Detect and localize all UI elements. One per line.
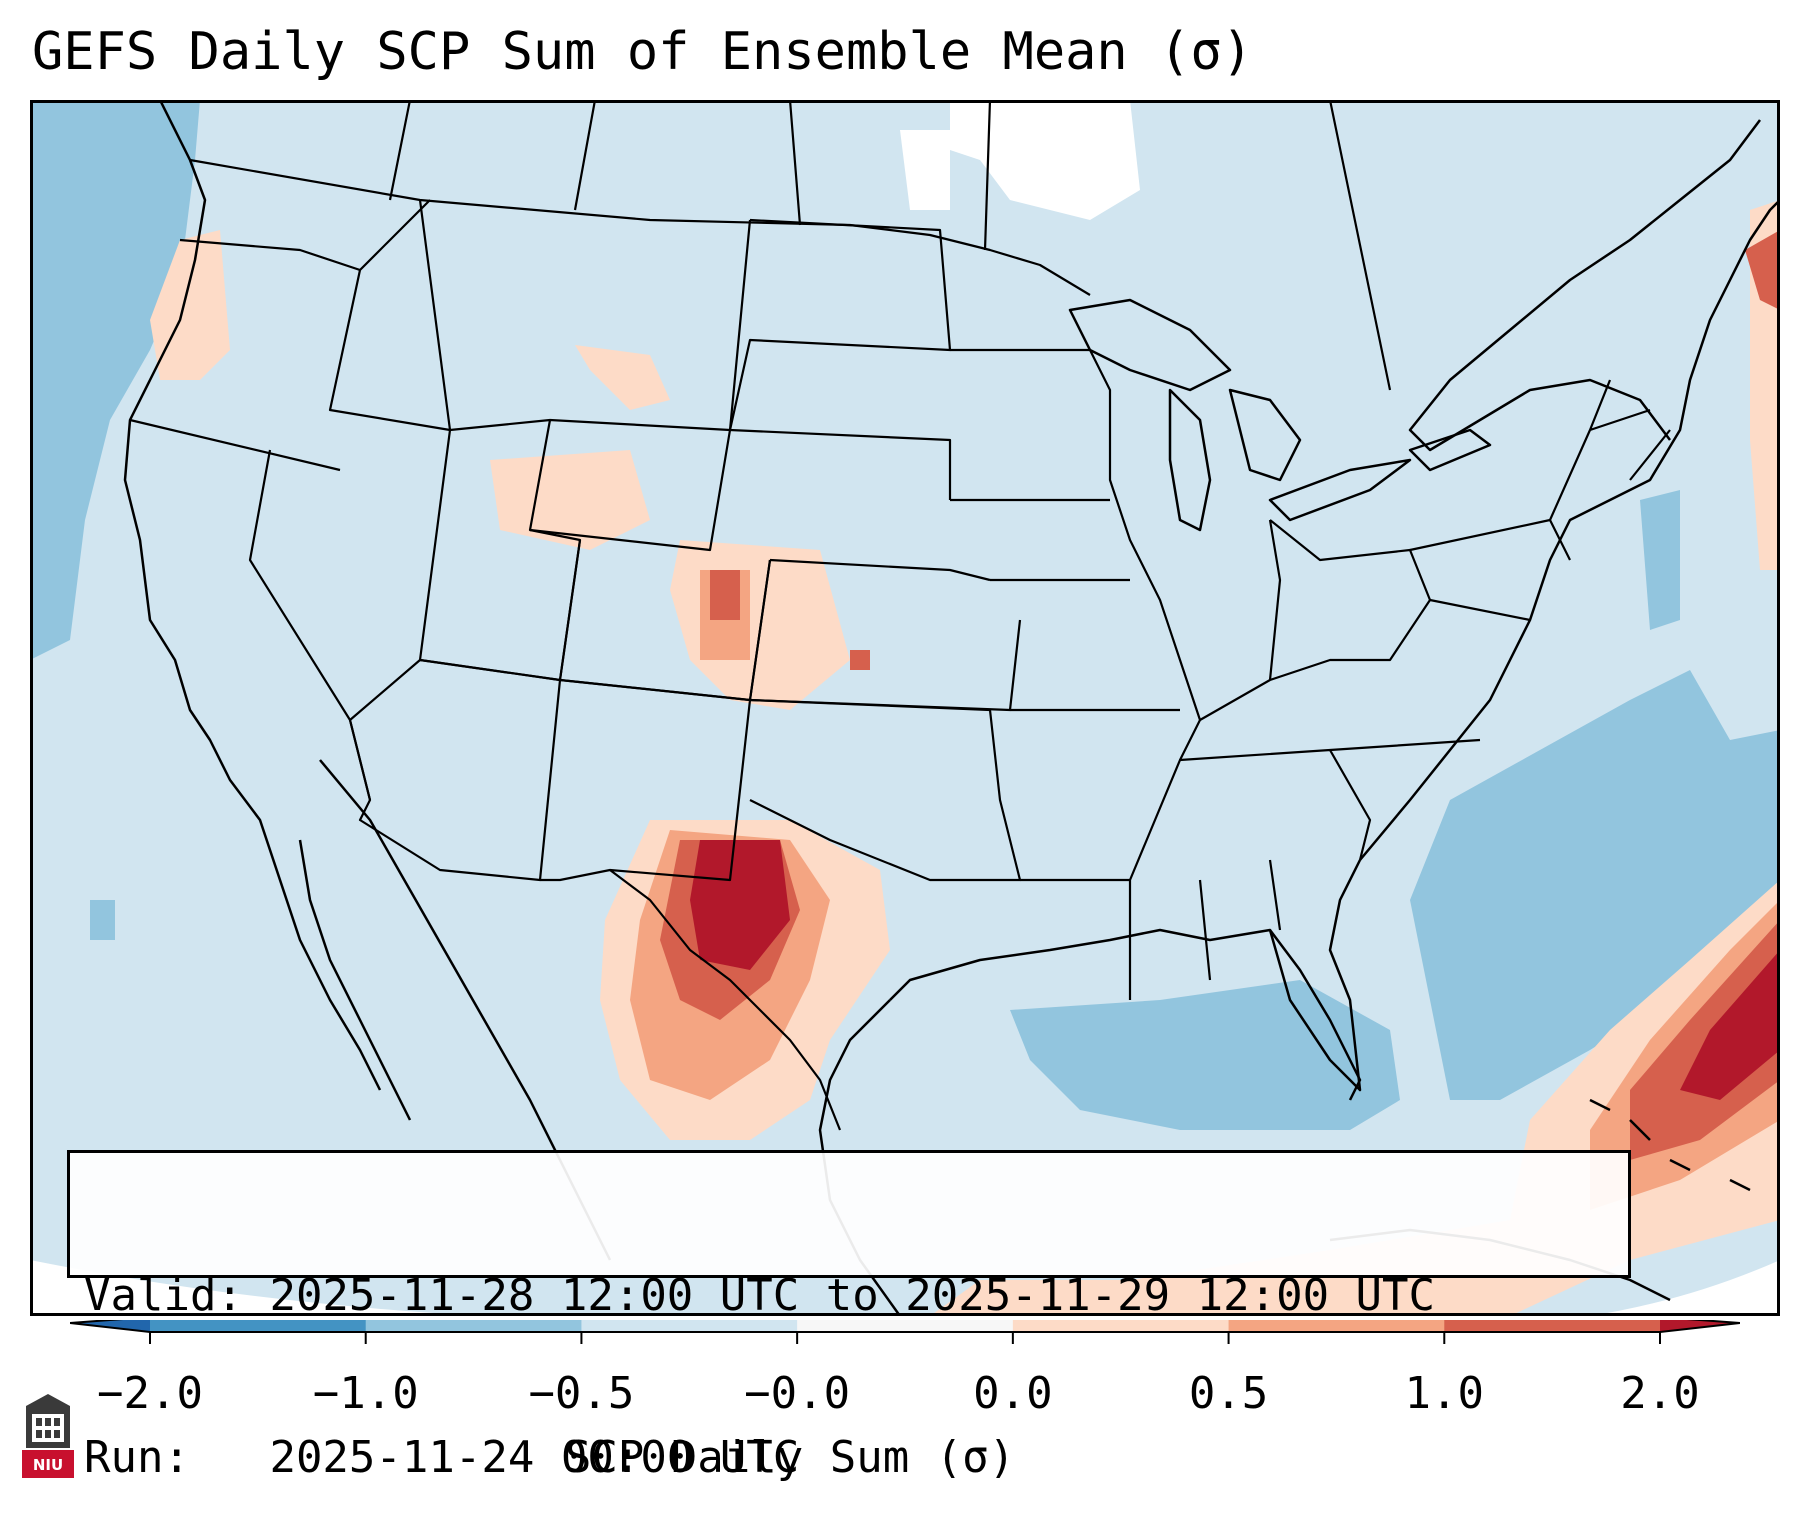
nm-border [540, 678, 752, 882]
run-value: 2025-11-24 00:00 UTC [269, 1432, 800, 1483]
northeast-borders [1409, 379, 1671, 622]
pacific-negative-region [30, 100, 200, 660]
atlantic-positive-core [1680, 950, 1780, 1100]
colorbar-segment [1228, 1320, 1445, 1332]
state-borders [129, 100, 1671, 1131]
texas-positive-core [690, 840, 790, 970]
az-border [348, 658, 562, 882]
field-background [30, 100, 1780, 1316]
great-lakes-huron [1228, 388, 1302, 482]
great-lakes-ontario [1408, 428, 1492, 472]
midwest-borders [950, 348, 1202, 761]
coastlines [123, 100, 1780, 1316]
niu-logo-text: NIU [33, 1456, 63, 1474]
valid-value: 2025-11-28 12:00 UTC to 2025-11-29 12:00… [269, 1270, 1436, 1321]
colorbar-segment [365, 1320, 582, 1332]
run-label: Run: [84, 1432, 190, 1483]
domain-edge [30, 1260, 905, 1316]
valid-label: Valid: [84, 1270, 243, 1321]
florida-coast [1268, 859, 1362, 1092]
colorado-core-positive [710, 570, 740, 620]
maine-positive [1745, 230, 1780, 310]
colorbar-segment [1444, 1320, 1661, 1332]
colorbar-tick-label: −2.0 [97, 1368, 203, 1419]
colorbar-outline [70, 1320, 1740, 1333]
colorbar-segment [150, 1320, 367, 1332]
colorbar-title: SCP Daily Sum (σ) [564, 1432, 1016, 1483]
colorbar-tick-label: −1.0 [312, 1368, 419, 1419]
map-title: GEFS Daily SCP Sum of Ensemble Mean (σ) [32, 22, 1253, 82]
kansas-speck [850, 650, 870, 670]
great-lakes-erie [1268, 458, 1412, 522]
colorbar-tick-label: 2.0 [1620, 1368, 1700, 1419]
map-canvas [30, 100, 1780, 1316]
niu-logo: NIU [22, 1394, 74, 1478]
great-lakes-superior [1068, 298, 1232, 392]
canada-white-patch-2 [900, 130, 950, 210]
id-border [328, 199, 451, 432]
colorbar-tick-label: 0.5 [1188, 1368, 1269, 1419]
us-canada-border [189, 158, 1091, 296]
montana-positive [575, 345, 670, 410]
domain-edge-right [1590, 1260, 1780, 1316]
bahamas [1589, 1098, 1751, 1192]
baja-peninsula [298, 839, 412, 1121]
dakotas-border [728, 218, 952, 500]
colorbar-tick-label: −0.5 [528, 1368, 635, 1419]
colorbar-tick-label: 0.0 [973, 1368, 1053, 1419]
ohio-valley [1199, 519, 1432, 721]
colorbar-tick-label: −0.0 [744, 1368, 851, 1419]
colorbar-segment [581, 1320, 798, 1332]
gulf-coast [889, 928, 1362, 1101]
west-coast [123, 100, 382, 1091]
east-coast [1359, 199, 1780, 861]
tx-mexico-border [609, 869, 842, 1131]
map-border [30, 100, 1780, 1316]
canada-white-patch [950, 100, 1140, 220]
pacific-spot [90, 900, 115, 940]
canada-provinces [388, 100, 1392, 391]
colorbar-segment [1012, 1320, 1230, 1332]
run-row: Run: 2025-11-24 00:00 UTC [84, 1431, 1614, 1485]
atlantic-negative-strip [1640, 490, 1680, 630]
map-panel [30, 100, 1780, 1316]
wa-or-border [179, 238, 361, 272]
atlantic-negative-region [1410, 670, 1780, 1100]
southeast-borders [1020, 738, 1481, 1000]
great-lakes-michigan [1168, 388, 1212, 532]
valid-run-box: Valid: 2025-11-28 12:00 UTC to 2025-11-2… [67, 1150, 1631, 1483]
or-ca-border [129, 418, 341, 472]
canada-east-coast [1408, 119, 1761, 452]
wy-border [528, 419, 732, 552]
colorbar-tick-label: 1.0 [1404, 1368, 1485, 1419]
colorbar [70, 1320, 1740, 1344]
colorbar-segment [797, 1320, 1014, 1332]
valid-row: Valid: 2025-11-28 12:00 UTC to 2025-11-2… [84, 1269, 1614, 1323]
ia-mo-border [950, 498, 1180, 712]
